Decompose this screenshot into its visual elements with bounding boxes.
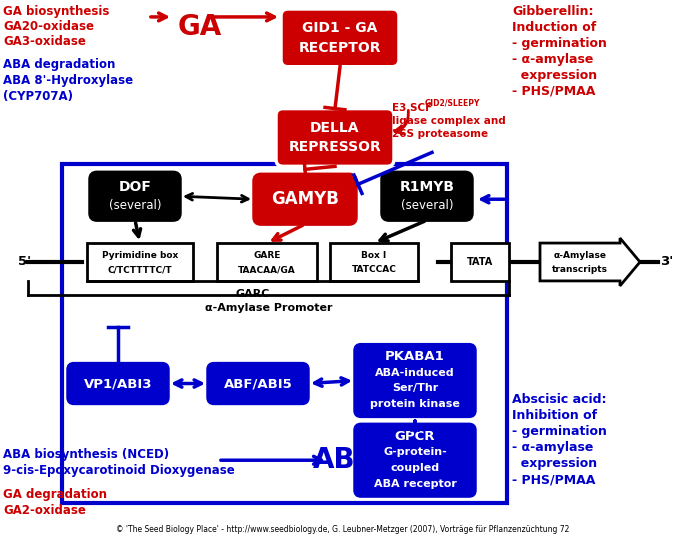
Text: Gibberellin:: Gibberellin: (512, 5, 594, 18)
Text: E3 SCF: E3 SCF (392, 102, 432, 113)
Text: TATA: TATA (467, 257, 493, 267)
FancyBboxPatch shape (254, 174, 356, 224)
FancyBboxPatch shape (382, 173, 472, 220)
Text: DELLA: DELLA (311, 121, 360, 135)
FancyBboxPatch shape (68, 363, 168, 404)
Text: GARC: GARC (236, 289, 270, 299)
Text: Abscisic acid:: Abscisic acid: (512, 393, 607, 406)
Text: - PHS/PMAA: - PHS/PMAA (512, 473, 596, 486)
Text: ABA degradation: ABA degradation (3, 58, 115, 71)
Text: GID1 - GA: GID1 - GA (302, 21, 378, 35)
FancyBboxPatch shape (276, 109, 394, 166)
Bar (87, 243, 193, 281)
Text: (several): (several) (109, 199, 161, 212)
Text: - germination: - germination (512, 37, 607, 50)
Text: GPCR: GPCR (395, 430, 436, 443)
Text: GA20-oxidase: GA20-oxidase (3, 20, 94, 33)
Text: expression: expression (512, 457, 597, 470)
FancyBboxPatch shape (208, 363, 308, 404)
Text: GARE: GARE (254, 250, 281, 259)
Text: Pyrimidine box: Pyrimidine box (102, 250, 178, 259)
Bar (62, 165, 507, 503)
Text: ligase complex and: ligase complex and (392, 116, 506, 125)
Text: Ser/Thr: Ser/Thr (392, 383, 438, 393)
Text: ABA 8'-Hydroxylase: ABA 8'-Hydroxylase (3, 74, 133, 87)
FancyBboxPatch shape (281, 9, 399, 67)
Text: GID2/SLEEPY: GID2/SLEEPY (425, 99, 480, 108)
Text: 9-cis-Epoxycarotinoid Dioxygenase: 9-cis-Epoxycarotinoid Dioxygenase (3, 464, 235, 477)
Text: VP1/ABI3: VP1/ABI3 (84, 377, 153, 390)
Text: GA: GA (178, 13, 223, 41)
Text: Induction of: Induction of (512, 21, 596, 34)
Text: 5': 5' (18, 256, 31, 269)
Text: 3': 3' (660, 256, 673, 269)
Text: ABA: ABA (313, 446, 377, 474)
Text: ABA receptor: ABA receptor (374, 479, 456, 489)
Text: REPRESSOR: REPRESSOR (289, 140, 381, 154)
Text: transcripts: transcripts (552, 265, 608, 274)
FancyBboxPatch shape (355, 345, 475, 416)
Text: coupled: coupled (390, 463, 440, 473)
Text: GAMYB: GAMYB (271, 190, 339, 208)
Text: ABF/ABI5: ABF/ABI5 (224, 377, 293, 390)
Text: GA biosynthesis: GA biosynthesis (3, 5, 109, 18)
Text: R1MYB: R1MYB (400, 180, 455, 194)
Polygon shape (540, 238, 640, 286)
Bar (217, 243, 317, 281)
Text: © 'The Seed Biology Place' - http://www.seedbiology.de, G. Leubner-Metzger (2007: © 'The Seed Biology Place' - http://www.… (116, 525, 570, 534)
Text: TAACAA/GA: TAACAA/GA (238, 265, 296, 274)
Text: (CYP707A): (CYP707A) (3, 90, 73, 103)
Text: C/TCTTTTC/T: C/TCTTTTC/T (108, 265, 172, 274)
Text: PKABA1: PKABA1 (385, 350, 445, 363)
Text: GA2-oxidase: GA2-oxidase (3, 504, 86, 517)
Text: α-Amylase Promoter: α-Amylase Promoter (205, 303, 333, 313)
Text: - α-amylase: - α-amylase (512, 53, 594, 66)
Text: ABA-induced: ABA-induced (375, 368, 455, 377)
Text: GA degradation: GA degradation (3, 488, 107, 501)
Text: DOF: DOF (119, 180, 151, 194)
Text: expression: expression (512, 69, 597, 81)
Text: (several): (several) (401, 199, 453, 212)
Text: ABA biosynthesis (NCED): ABA biosynthesis (NCED) (3, 448, 169, 461)
Bar (330, 243, 418, 281)
Text: protein kinase: protein kinase (370, 399, 460, 410)
Text: - α-amylase: - α-amylase (512, 441, 594, 455)
Text: - germination: - germination (512, 426, 607, 438)
Text: - PHS/PMAA: - PHS/PMAA (512, 85, 596, 98)
Text: RECEPTOR: RECEPTOR (299, 41, 381, 55)
Text: GA3-oxidase: GA3-oxidase (3, 35, 86, 48)
Text: Box I: Box I (361, 250, 387, 259)
FancyBboxPatch shape (90, 173, 180, 220)
Text: Inhibition of: Inhibition of (512, 410, 597, 422)
FancyBboxPatch shape (355, 425, 475, 496)
Text: α-Amylase: α-Amylase (554, 250, 607, 259)
Text: G-protein-: G-protein- (383, 447, 447, 457)
Bar (451, 243, 509, 281)
Text: 26S proteasome: 26S proteasome (392, 130, 488, 139)
Text: TATCCAC: TATCCAC (352, 265, 396, 274)
